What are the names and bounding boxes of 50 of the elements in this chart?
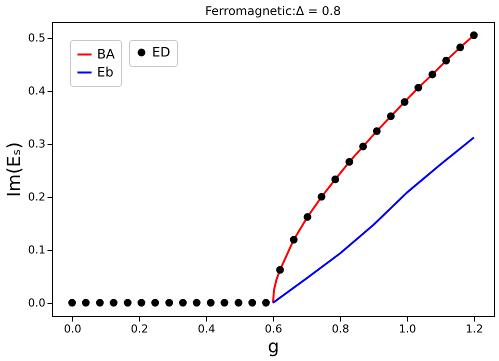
x-tick-label: 1.0: [398, 322, 416, 336]
x-tick-label: 0.4: [198, 322, 216, 336]
point: [234, 298, 242, 307]
point: [179, 298, 187, 307]
point: [400, 98, 408, 106]
x-axis-title: g: [268, 336, 280, 358]
point: [318, 192, 326, 201]
point: [68, 298, 76, 307]
point: [124, 298, 132, 307]
line-series: [272, 136, 475, 304]
point: [220, 298, 228, 307]
point: [165, 298, 174, 307]
legend-label: ED: [152, 46, 170, 60]
point: [192, 298, 201, 307]
chart-title: Ferromagnetic:Δ = 0.8: [205, 4, 341, 18]
x-tick-label: 1.2: [466, 322, 484, 336]
y-tick-label: 0.2: [28, 190, 46, 204]
y-tick-label: 0.5: [28, 31, 46, 44]
x-tick-label: 0.8: [332, 322, 350, 336]
point: [206, 298, 215, 307]
point: [304, 213, 312, 221]
point: [345, 158, 354, 166]
point: [82, 298, 90, 307]
y-tick-label: 0.3: [28, 137, 46, 150]
point: [428, 70, 436, 78]
x-tick-label: 0.2: [130, 322, 148, 336]
point: [470, 31, 478, 40]
y-tick-label: 0.0: [28, 296, 46, 310]
point: [262, 298, 270, 307]
point: [96, 298, 104, 307]
point: [372, 127, 381, 135]
x-tick-label: 0.6: [264, 322, 282, 336]
y-tick-label: 0.1: [28, 243, 46, 256]
y-tick-label: 0.4: [28, 84, 46, 98]
point: [359, 142, 367, 150]
point: [276, 266, 284, 274]
point: [138, 298, 146, 307]
x-tick-label: 0.0: [64, 322, 82, 336]
point: [331, 175, 340, 184]
legend-label: Eb: [97, 66, 114, 80]
point: [248, 298, 256, 307]
point: [414, 84, 422, 92]
legend-label: BA: [97, 48, 115, 62]
point: [151, 298, 160, 307]
point: [456, 44, 464, 52]
y-axis-title: Im(Eₛ): [4, 142, 26, 197]
point: [442, 56, 450, 65]
point: [110, 298, 118, 307]
point: [290, 236, 298, 244]
point: [386, 112, 395, 120]
